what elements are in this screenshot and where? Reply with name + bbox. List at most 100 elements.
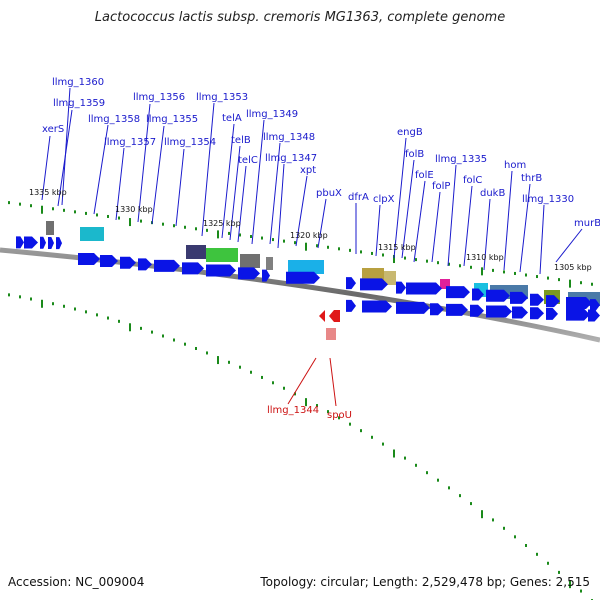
major-tick [217, 356, 219, 365]
gene-label: llmg_1353 [196, 92, 248, 103]
minor-tick [63, 208, 65, 212]
forward-gene-arrow [446, 303, 468, 316]
leader-line [329, 357, 337, 407]
gene-label: llmg_1330 [522, 194, 574, 205]
forward-gene-arrow [78, 253, 100, 266]
forward-gene-arrow [238, 267, 260, 280]
forward-gene-arrow [446, 286, 470, 299]
minor-tick [492, 268, 494, 272]
forward-gene-arrow [510, 291, 528, 304]
minor-tick [228, 231, 230, 235]
feature-block-grey3 [266, 257, 273, 270]
gene-label: telC [238, 155, 258, 166]
gene-label: llmg_1335 [435, 154, 487, 165]
leader-line [483, 198, 491, 271]
leader-line [375, 204, 381, 257]
minor-tick [536, 552, 538, 556]
minor-tick [426, 259, 428, 263]
forward-gene-arrow [24, 236, 38, 249]
gene-label: folP [432, 181, 450, 192]
minor-tick [514, 271, 516, 275]
leader-line [277, 163, 285, 249]
forward-gene-arrow [120, 256, 136, 269]
feature-block-navy [186, 245, 206, 259]
gene-label: telB [231, 135, 251, 146]
minor-tick [448, 486, 450, 490]
minor-tick [272, 238, 274, 242]
minor-tick [503, 270, 505, 274]
gene-label: pbuX [316, 188, 342, 199]
minor-tick [547, 561, 549, 565]
minor-tick [96, 313, 98, 317]
minor-tick [261, 236, 263, 240]
forward-gene-arrow [56, 237, 62, 250]
minor-tick [437, 478, 439, 482]
leader-line [503, 170, 513, 271]
gene-label: engB [397, 127, 423, 138]
forward-gene-arrow [362, 300, 392, 313]
leader-line [431, 191, 441, 263]
minor-tick [415, 463, 417, 467]
forward-gene-arrow [546, 307, 558, 320]
leader-line [539, 204, 545, 275]
leader-line [463, 185, 473, 267]
leader-line [137, 103, 151, 223]
forward-gene-arrow [406, 282, 442, 295]
major-tick [393, 449, 395, 458]
minor-tick [470, 265, 472, 269]
minor-tick [327, 245, 329, 249]
forward-gene-arrow [470, 304, 484, 317]
forward-gene-arrow [590, 299, 600, 312]
major-tick [481, 510, 483, 519]
label-leader-lines [41, 87, 583, 407]
minor-tick [349, 422, 351, 426]
gene-label: folE [415, 170, 434, 181]
minor-tick [206, 351, 208, 355]
scale-label: 1315 kbp [378, 243, 416, 252]
major-tick [41, 205, 43, 214]
minor-tick [118, 216, 120, 220]
minor-tick [525, 544, 527, 547]
minor-tick [52, 207, 54, 211]
major-tick [569, 580, 571, 589]
minor-tick [525, 273, 527, 277]
minor-tick [459, 494, 461, 498]
leader-line [317, 198, 327, 249]
gene-label: llmg_1360 [52, 77, 104, 88]
feature-block-tan [384, 271, 396, 285]
minor-tick [382, 253, 384, 257]
minor-tick [503, 526, 505, 530]
major-tick [217, 230, 219, 239]
major-tick [393, 255, 395, 264]
minor-tick [294, 392, 296, 396]
scale-label: 1310 kbp [466, 253, 504, 262]
scale-labels: 1335 kbp 1330 kbp 1325 kbp 1320 kbp 1315… [29, 188, 592, 272]
minor-tick [558, 570, 560, 574]
minor-tick [162, 222, 164, 226]
minor-tick [19, 295, 21, 299]
forward-gene-arrow [262, 269, 270, 282]
forward-gene-arrow [286, 271, 320, 284]
leader-line [251, 119, 265, 245]
forward-gene-arrow [182, 262, 204, 275]
gene-label: folB [405, 149, 424, 160]
forward-gene-arrow [206, 264, 236, 277]
leader-line [221, 123, 235, 239]
gene-label: llmg_1344 [267, 405, 319, 416]
forward-gene-arrow [396, 301, 430, 314]
gene-label: llmg_1354 [164, 137, 216, 148]
forward-gene-arrow [546, 295, 560, 308]
minor-tick [239, 365, 241, 369]
gene-label: llmg_1349 [246, 109, 298, 120]
minor-tick [404, 256, 406, 260]
minor-tick [316, 244, 318, 248]
leader-line [61, 87, 71, 206]
scale-label: 1330 kbp [115, 205, 153, 214]
gene-label: dfrA [348, 192, 369, 203]
minor-tick [85, 310, 87, 314]
minor-tick [195, 227, 197, 231]
reverse-gene-arrow-spoU [329, 310, 340, 322]
leader-line [447, 164, 457, 267]
reverse-gene-block-spoU [326, 328, 336, 340]
